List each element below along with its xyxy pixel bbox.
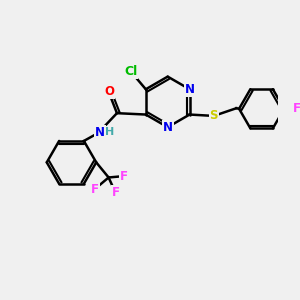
Text: N: N: [163, 121, 173, 134]
Text: N: N: [184, 83, 195, 96]
Text: F: F: [293, 102, 300, 115]
Text: S: S: [209, 110, 218, 122]
Text: N: N: [94, 126, 105, 139]
Text: F: F: [120, 169, 128, 183]
Text: F: F: [91, 182, 99, 196]
Text: F: F: [112, 186, 119, 199]
Text: Cl: Cl: [124, 65, 137, 78]
Text: H: H: [105, 127, 114, 137]
Text: O: O: [104, 85, 114, 98]
